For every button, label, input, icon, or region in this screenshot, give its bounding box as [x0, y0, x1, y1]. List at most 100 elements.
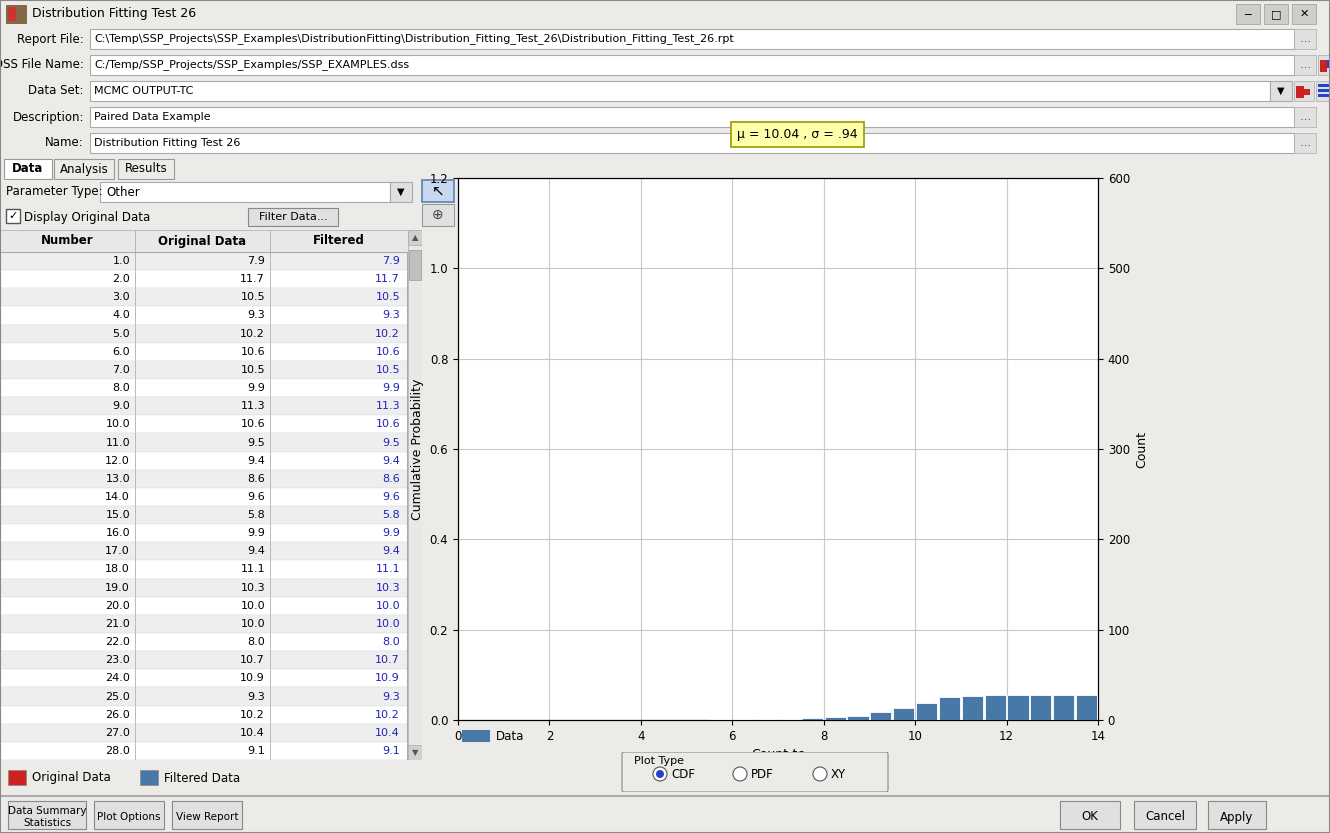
Bar — [8, 770, 27, 785]
Bar — [894, 708, 914, 720]
Text: ▲: ▲ — [412, 233, 418, 242]
Text: 12.0: 12.0 — [105, 456, 130, 466]
Bar — [0, 397, 408, 416]
Bar — [0, 596, 408, 615]
Bar — [1270, 81, 1291, 101]
Text: Number: Number — [41, 235, 94, 247]
Text: ▼: ▼ — [1277, 86, 1285, 96]
Text: 22.0: 22.0 — [105, 637, 130, 647]
Bar — [1008, 695, 1028, 720]
Bar — [90, 133, 1294, 153]
Text: 10.2: 10.2 — [241, 329, 265, 339]
Bar — [0, 506, 408, 524]
Circle shape — [656, 770, 664, 778]
Bar — [1315, 81, 1330, 101]
Bar — [1264, 4, 1287, 24]
Text: OK: OK — [1081, 811, 1099, 824]
Text: 10.0: 10.0 — [241, 619, 265, 629]
Bar — [0, 230, 136, 252]
Bar — [55, 159, 114, 179]
Text: 16.0: 16.0 — [105, 528, 130, 538]
Text: 9.4: 9.4 — [382, 546, 400, 556]
Text: □: □ — [1270, 9, 1281, 19]
Text: 9.6: 9.6 — [247, 492, 265, 502]
Bar — [118, 159, 174, 179]
Bar — [140, 770, 158, 785]
Text: 11.7: 11.7 — [241, 274, 265, 284]
Bar — [0, 470, 408, 488]
Bar — [755, 719, 777, 720]
Text: Paired Data Example: Paired Data Example — [94, 112, 210, 122]
Text: 18.0: 18.0 — [105, 565, 130, 575]
Text: 19.0: 19.0 — [105, 582, 130, 592]
Text: 10.6: 10.6 — [375, 419, 400, 429]
Text: 10.7: 10.7 — [241, 656, 265, 666]
Text: 11.7: 11.7 — [375, 274, 400, 284]
Text: 9.9: 9.9 — [247, 383, 265, 393]
Bar — [1318, 89, 1330, 92]
Bar — [939, 697, 960, 720]
Bar — [7, 209, 20, 223]
Text: Filtered Data: Filtered Data — [164, 771, 241, 785]
Text: …: … — [1299, 112, 1310, 122]
Text: 10.2: 10.2 — [241, 710, 265, 720]
Text: 23.0: 23.0 — [105, 656, 130, 666]
Bar — [1318, 55, 1330, 75]
Text: Parameter Type:: Parameter Type: — [7, 186, 102, 198]
Text: 9.9: 9.9 — [247, 528, 265, 538]
Bar — [1318, 84, 1330, 87]
Bar — [1060, 801, 1120, 829]
Bar — [0, 742, 408, 760]
Text: 9.9: 9.9 — [382, 528, 400, 538]
Bar — [0, 288, 408, 307]
Text: 11.1: 11.1 — [375, 565, 400, 575]
Bar — [0, 724, 408, 742]
Text: Plot Options: Plot Options — [97, 812, 161, 822]
Bar — [0, 579, 408, 596]
Text: ⊕: ⊕ — [432, 208, 444, 222]
Bar — [1295, 86, 1303, 98]
Text: 10.6: 10.6 — [241, 347, 265, 357]
Text: ▼: ▼ — [412, 749, 418, 757]
Bar — [1318, 94, 1330, 97]
Bar — [825, 717, 846, 720]
Text: Distribution Fitting Test 26: Distribution Fitting Test 26 — [94, 138, 241, 148]
Bar — [0, 561, 408, 579]
Text: 15.0: 15.0 — [105, 510, 130, 520]
Text: Other: Other — [106, 186, 140, 198]
FancyBboxPatch shape — [622, 752, 888, 792]
Text: 28.0: 28.0 — [105, 746, 130, 756]
Bar — [172, 801, 242, 829]
Text: 9.5: 9.5 — [247, 437, 265, 447]
Bar — [0, 270, 408, 288]
Bar — [462, 730, 489, 742]
Text: 9.6: 9.6 — [382, 492, 400, 502]
Bar — [1053, 695, 1075, 720]
Text: 7.9: 7.9 — [382, 256, 400, 266]
Text: 9.3: 9.3 — [382, 691, 400, 701]
Bar — [0, 307, 408, 325]
Bar — [8, 14, 16, 21]
Text: 17.0: 17.0 — [105, 546, 130, 556]
Text: 25.0: 25.0 — [105, 691, 130, 701]
Bar — [802, 718, 823, 720]
Text: 10.9: 10.9 — [241, 673, 265, 683]
Bar — [7, 5, 27, 23]
Text: 5.0: 5.0 — [112, 329, 130, 339]
Text: 8.6: 8.6 — [247, 474, 265, 484]
Bar — [1291, 4, 1315, 24]
Circle shape — [733, 767, 747, 781]
Text: Original Data: Original Data — [32, 771, 110, 785]
Bar — [1208, 801, 1266, 829]
Text: 10.7: 10.7 — [375, 656, 400, 666]
Text: ─: ─ — [1245, 9, 1252, 19]
Text: 11.3: 11.3 — [241, 402, 265, 412]
Text: Analysis: Analysis — [60, 162, 108, 176]
Bar — [247, 208, 338, 226]
Bar — [94, 801, 164, 829]
Bar — [90, 107, 1294, 127]
Bar — [8, 7, 16, 14]
Text: Report File:: Report File: — [17, 32, 84, 46]
Bar — [90, 81, 1270, 101]
Bar — [270, 230, 408, 252]
